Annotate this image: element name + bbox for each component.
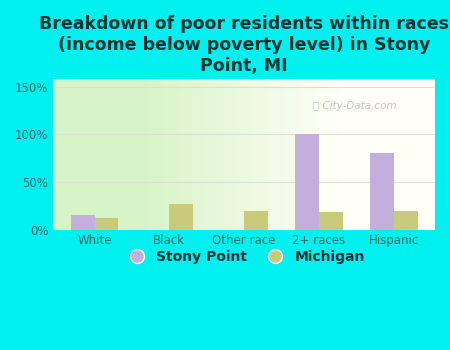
Bar bbox=[71, 215, 94, 230]
Bar bbox=[169, 204, 193, 230]
Title: Breakdown of poor residents within races
(income below poverty level) in Stony
P: Breakdown of poor residents within races… bbox=[39, 15, 449, 75]
Text: ⓘ City-Data.com: ⓘ City-Data.com bbox=[313, 101, 396, 111]
Bar bbox=[244, 211, 268, 230]
Bar bbox=[370, 153, 394, 230]
Legend: Stony Point, Michigan: Stony Point, Michigan bbox=[119, 245, 369, 268]
Bar bbox=[94, 218, 118, 230]
Bar bbox=[319, 212, 343, 230]
Bar bbox=[394, 210, 418, 230]
Bar bbox=[295, 134, 319, 230]
